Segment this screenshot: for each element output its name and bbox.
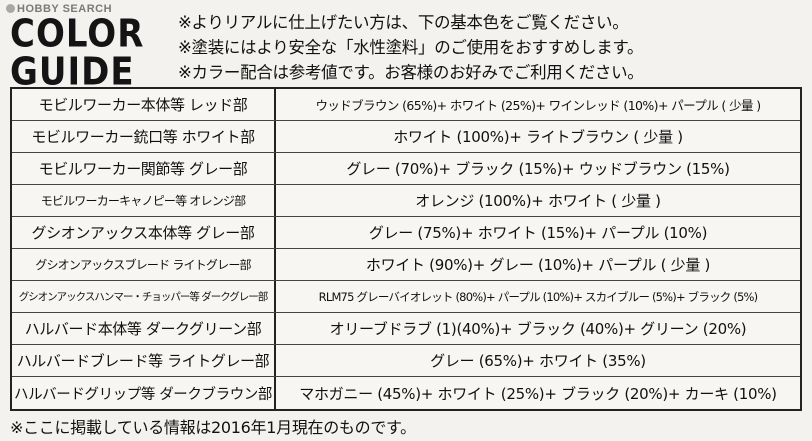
part-cell: モビルワーカー本体等 レッド部 [12,89,276,120]
title-line-2: GUIDE [10,49,135,95]
note-1: ※よりリアルに仕上げたい方は、下の基本色をご覧ください。 [178,13,629,32]
table-row: グシオンアックスブレード ライトグレー部 ホワイト (90%)+ グレー (10… [12,249,800,281]
mix-cell: ホワイト (90%)+ グレー (10%)+ パープル ( 少量 ) [365,256,711,274]
table-row: モビルワーカー本体等 レッド部 ウッドブラウン (65%)+ ホワイト (25%… [12,89,800,121]
logo-icon [6,4,15,13]
part-cell: グシオンアックスブレード ライトグレー部 [12,249,276,280]
mix-cell: オリーブドラブ (1)(40%)+ ブラック (40%)+ グリーン (20%) [329,320,747,338]
part-cell: グシオンアックス本体等 グレー部 [12,217,276,248]
note-2: ※塗装にはより安全な「水性塗料」のご使用をおすすめします。 [178,38,644,57]
table-row: グシオンアックス本体等 グレー部 グレー (75%)+ ホワイト (15%)+ … [12,217,800,249]
title-line-1: COLOR [10,11,145,57]
mix-cell: オレンジ (100%)+ ホワイト ( 少量 ) [415,192,661,210]
table-row: モビルワーカーキャノピー等 オレンジ部 オレンジ (100%)+ ホワイト ( … [12,185,800,217]
mix-cell: グレー (65%)+ ホワイト (35%) [430,352,646,370]
watermark-text: HOBBY SEARCH [17,3,113,15]
part-cell: グシオンアックスハンマー・チョッパー等 ダークグレー部 [12,281,276,312]
table-row: ハルバードグリップ等 ダークブラウン部 マホガニー (45%)+ ホワイト (2… [12,377,800,409]
table-row: モビルワーカー関節等 グレー部 グレー (70%)+ ブラック (15%)+ ウ… [12,153,800,185]
mix-cell: グレー (75%)+ ホワイト (15%)+ パープル (10%) [368,224,708,242]
part-cell: ハルバードブレード等 ライトグレー部 [12,345,276,376]
mix-cell: RLM75 グレーバイオレット (80%)+ パープル (10%)+ スカイブル… [318,289,759,304]
table-row: ハルバード本体等 ダークグリーン部 オリーブドラブ (1)(40%)+ ブラック… [12,313,800,345]
hobby-search-watermark: HOBBY SEARCH [6,3,112,15]
part-cell: モビルワーカー関節等 グレー部 [12,153,276,184]
notes: ※よりリアルに仕上げたい方は、下の基本色をご覧ください。 ※塗装にはより安全な「… [178,10,808,85]
mix-cell: ホワイト (100%)+ ライトブラウン ( 少量 ) [393,128,683,146]
part-cell: モビルワーカーキャノピー等 オレンジ部 [12,185,276,216]
guide-title: COLOR GUIDE [10,15,144,91]
part-cell: ハルバードグリップ等 ダークブラウン部 [12,377,276,409]
mix-cell: ウッドブラウン (65%)+ ホワイト (25%)+ ワインレッド (10%)+… [315,98,761,113]
mix-cell: マホガニー (45%)+ ホワイト (25%)+ ブラック (20%)+ カーキ… [299,384,777,403]
table-row: ハルバードブレード等 ライトグレー部 グレー (65%)+ ホワイト (35%) [12,345,800,377]
table-row: モビルワーカー銃口等 ホワイト部 ホワイト (100%)+ ライトブラウン ( … [12,121,800,153]
color-mix-table: モビルワーカー本体等 レッド部 ウッドブラウン (65%)+ ホワイト (25%… [10,87,802,411]
part-cell: モビルワーカー銃口等 ホワイト部 [12,121,276,152]
mix-cell: グレー (70%)+ ブラック (15%)+ ウッドブラウン (15%) [346,160,730,178]
footnote: ※ここに掲載している情報は2016年1月現在のものです。 [10,418,416,437]
note-3: ※カラー配合は参考値です。お客様のお好みでご利用ください。 [178,63,644,82]
part-cell: ハルバード本体等 ダークグリーン部 [12,313,276,344]
table-row: グシオンアックスハンマー・チョッパー等 ダークグレー部 RLM75 グレーバイオ… [12,281,800,313]
